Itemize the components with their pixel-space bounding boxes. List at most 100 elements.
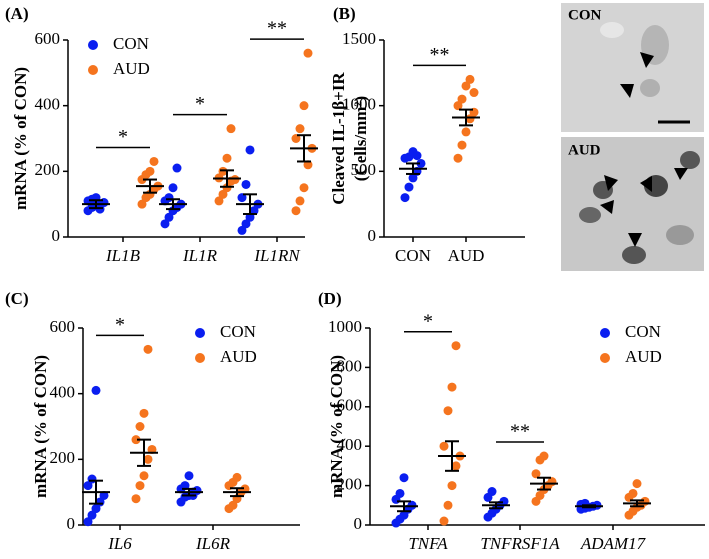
legend-marker [88,40,98,50]
data-point [461,127,471,137]
data-point [131,494,141,504]
data-point [443,406,453,416]
data-point [453,101,463,111]
data-point [632,479,642,489]
y-tick-label: 400 [50,383,76,402]
micrograph-con: CON [561,3,704,132]
data-point [499,496,509,506]
data-point [404,182,414,192]
data-point [137,199,147,209]
x-tick-label: IL1RN [253,246,301,265]
data-point [91,385,101,395]
data-point [439,441,449,451]
y-tick-label: 200 [50,448,76,467]
significance-label: ** [510,421,530,443]
y-axis-label: mRNA (% of CON) [327,355,346,498]
legend-label: AUD [220,347,257,366]
legend-marker [195,328,205,338]
micrograph-label: CON [568,7,602,23]
legend-label: AUD [113,59,150,78]
data-point [83,481,93,491]
y-tick-label: 0 [368,226,377,245]
data-point [303,48,313,58]
data-point [139,471,149,481]
data-point [241,219,251,229]
data-point [143,344,153,354]
data-point [531,469,541,479]
data-point [149,156,159,166]
data-point [145,166,155,176]
x-tick-label: TNFA [408,534,448,553]
data-point [295,196,305,206]
y-tick-label: 400 [337,435,363,454]
y-tick-label: 1500 [342,29,376,48]
data-point [83,517,93,527]
significance-label: ** [430,44,450,66]
data-point [237,225,247,235]
data-point [237,193,247,203]
legend-label: AUD [625,347,662,366]
data-point [180,481,190,491]
y-tick-label: 200 [337,475,363,494]
y-tick-label: 800 [337,356,363,375]
y-tick-label: 0 [52,226,61,245]
data-point [400,193,410,203]
data-point [168,183,178,193]
significance-label: * [195,93,205,115]
data-point [135,481,145,491]
y-tick-label: 1000 [342,95,376,114]
data-point [99,490,109,500]
y-axis-label: mRNA (% of CON) [11,67,30,210]
y-tick-label: 500 [351,160,377,179]
data-point [245,145,255,155]
data-point [457,140,467,150]
micrograph-label: AUD [568,142,601,158]
legend-marker [195,353,205,363]
legend-label: CON [220,322,256,341]
panel-title: (C) [5,289,29,308]
data-point [245,212,255,222]
data-point [172,163,182,173]
data-point [222,153,232,163]
x-tick-label: CON [395,246,431,265]
y-tick-label: 400 [35,95,61,114]
data-point [408,173,418,183]
legend-marker [600,328,610,338]
data-point [214,196,224,206]
panel-title: (A) [5,4,29,23]
data-point [87,510,97,520]
significance-label: * [115,314,125,336]
data-point [291,134,301,143]
data-point [147,444,157,454]
data-point [487,487,497,497]
data-point [412,151,422,161]
data-point [451,341,461,351]
data-point [160,219,170,229]
x-tick-label: IL1B [105,246,141,265]
legend-label: CON [113,34,149,53]
data-point [439,516,449,526]
data-point [226,124,236,134]
significance-label: ** [267,18,287,40]
y-tick-label: 0 [354,514,363,533]
data-point [218,189,228,199]
data-point [443,500,453,510]
data-point [91,504,101,514]
data-point [451,461,461,471]
y-tick-label: 600 [337,396,363,415]
data-point [395,488,405,498]
y-axis-label: (Cells/mm²) [351,96,370,181]
data-point [232,472,242,482]
y-tick-label: 600 [35,29,61,48]
y-tick-label: 600 [50,317,76,336]
data-point [447,382,457,392]
data-point [399,473,409,483]
data-point [295,124,305,134]
data-point [447,481,457,491]
legend-marker [600,353,610,363]
data-point [465,74,475,84]
data-point [453,153,463,163]
x-tick-label: TNFRSF1A [480,534,560,553]
data-point [143,454,153,464]
